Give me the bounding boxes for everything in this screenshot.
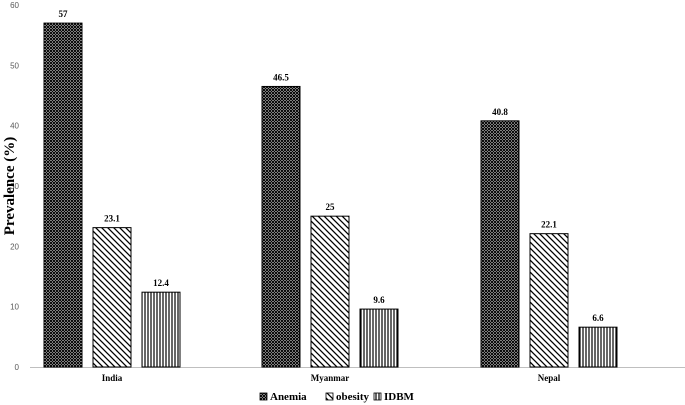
- bar-anemia-nepal: [480, 120, 520, 368]
- y-tick-label: 30: [10, 182, 19, 191]
- data-label: 40.8: [492, 107, 508, 117]
- category-label: India: [102, 373, 123, 383]
- data-label: 46.5: [273, 72, 289, 82]
- y-tick-label: 60: [10, 1, 19, 10]
- legend-swatch-anemia: [259, 392, 268, 401]
- y-axis-title: Prevalence (%): [2, 137, 18, 235]
- y-tick-label: 20: [10, 242, 19, 251]
- bar-idbm-india: [141, 291, 181, 368]
- bar-anemia-india: [43, 22, 83, 368]
- bar-idbm-myanmar: [359, 308, 399, 368]
- category-label: Nepal: [538, 373, 561, 383]
- y-axis-ticks: 0 10 20 30 40 50 60: [10, 1, 19, 372]
- bar-obesity-myanmar: [310, 215, 350, 368]
- data-labels: 57 46.5 40.8 23.1 25 22.1 12.4 9.6 6.6: [59, 9, 605, 323]
- legend-label-idbm: IDBM: [384, 391, 415, 403]
- data-label: 23.1: [104, 214, 120, 224]
- legend-label-obesity: obesity: [336, 391, 370, 403]
- data-label: 12.4: [153, 278, 169, 288]
- y-tick-label: 40: [10, 122, 19, 131]
- y-tick-label: 50: [10, 61, 19, 70]
- data-label: 25: [326, 202, 336, 212]
- legend-swatch-idbm: [373, 392, 382, 401]
- data-label: 22.1: [541, 220, 557, 230]
- data-label: 57: [59, 9, 69, 19]
- legend-label-anemia: Anemia: [270, 391, 307, 403]
- bar-idbm-nepal: [578, 326, 618, 368]
- legend-swatch-obesity: [325, 392, 334, 401]
- data-label: 6.6: [592, 313, 604, 323]
- bar-obesity-india: [92, 227, 132, 368]
- bars: [43, 22, 618, 368]
- bar-obesity-nepal: [529, 233, 569, 368]
- category-labels: India Myanmar Nepal: [102, 373, 561, 383]
- category-label: Myanmar: [311, 373, 350, 383]
- y-tick-label: 0: [15, 363, 20, 372]
- bar-anemia-myanmar: [261, 85, 301, 368]
- legend: Anemia obesity IDBM: [259, 391, 415, 403]
- data-label: 9.6: [373, 295, 385, 305]
- y-tick-label: 10: [10, 303, 19, 312]
